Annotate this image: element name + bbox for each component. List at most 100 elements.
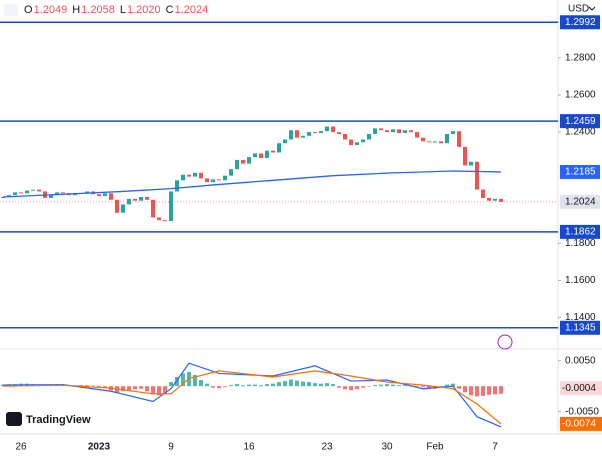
candle bbox=[199, 172, 203, 179]
histogram-bar bbox=[361, 386, 365, 388]
histogram-bar bbox=[139, 386, 143, 389]
candle bbox=[355, 142, 359, 146]
symbol-icon[interactable] bbox=[4, 4, 18, 16]
x-tick-label: 26 bbox=[15, 442, 27, 453]
level-label-bg bbox=[560, 224, 600, 239]
histogram-bar bbox=[451, 383, 455, 387]
histogram-bar bbox=[163, 386, 167, 394]
candle bbox=[175, 180, 179, 192]
candle bbox=[25, 190, 29, 194]
candle bbox=[205, 178, 209, 183]
candle bbox=[145, 197, 149, 200]
histogram-bar bbox=[499, 386, 503, 394]
x-tick-label: 30 bbox=[381, 442, 393, 453]
candle bbox=[469, 161, 473, 166]
macd-signal bbox=[2, 370, 502, 425]
candle bbox=[289, 130, 293, 140]
currency-arrow bbox=[588, 6, 596, 11]
candle bbox=[97, 194, 101, 197]
histogram-bar bbox=[469, 386, 473, 396]
candle bbox=[403, 130, 407, 134]
histogram-bar bbox=[307, 382, 311, 387]
y-tick-label: 1.1400 bbox=[565, 312, 596, 323]
x-tick-label: 16 bbox=[243, 442, 255, 453]
candle bbox=[307, 132, 311, 136]
histogram-bar bbox=[337, 386, 341, 388]
candle bbox=[445, 133, 449, 144]
candle bbox=[265, 150, 269, 159]
ohlc-value: 1.2049 bbox=[34, 4, 68, 16]
ohlc-key: L bbox=[120, 4, 126, 16]
candle bbox=[457, 131, 461, 147]
candle bbox=[361, 139, 365, 143]
histogram-bar bbox=[127, 386, 131, 391]
candle bbox=[139, 197, 143, 201]
candle bbox=[247, 157, 251, 164]
candle bbox=[319, 131, 323, 134]
candle bbox=[499, 198, 503, 202]
histogram-bar bbox=[97, 386, 101, 388]
y-tick-label: 0.0050 bbox=[565, 355, 596, 366]
histogram-bar bbox=[373, 385, 377, 387]
histogram-bar bbox=[253, 384, 257, 387]
histogram-bar bbox=[331, 384, 335, 387]
histogram-bar bbox=[103, 386, 107, 389]
candle bbox=[325, 126, 329, 132]
histogram-bar bbox=[193, 374, 197, 387]
candle bbox=[493, 198, 497, 201]
candle bbox=[271, 150, 275, 153]
histogram-bar bbox=[385, 384, 389, 387]
histogram-bar bbox=[1, 384, 5, 387]
histogram-bar bbox=[217, 386, 221, 389]
alert-icon[interactable] bbox=[497, 334, 513, 350]
histogram-bar bbox=[241, 385, 245, 387]
histogram-bar bbox=[481, 386, 485, 396]
candle bbox=[439, 141, 443, 144]
ohlc-key: C bbox=[166, 4, 174, 16]
histogram-bar bbox=[445, 384, 449, 387]
histogram-bar bbox=[475, 386, 479, 397]
candle bbox=[349, 139, 353, 146]
candle bbox=[253, 153, 257, 158]
ohlc-value: 1.2024 bbox=[175, 4, 209, 16]
histogram-bar bbox=[397, 385, 401, 387]
candle bbox=[157, 217, 161, 221]
level-label-bg bbox=[560, 320, 600, 335]
histogram-bar bbox=[355, 386, 359, 390]
candle bbox=[223, 175, 227, 181]
candle bbox=[277, 143, 281, 153]
level-label-bg bbox=[560, 114, 600, 129]
candle bbox=[103, 193, 107, 197]
histogram-bar bbox=[265, 384, 269, 387]
candle bbox=[451, 131, 455, 134]
candle bbox=[151, 199, 155, 218]
histogram-bar bbox=[367, 386, 371, 387]
histogram-bar bbox=[319, 383, 323, 387]
currency[interactable]: USD bbox=[568, 4, 589, 15]
histogram-bar bbox=[121, 386, 125, 392]
candle bbox=[415, 132, 419, 138]
candle bbox=[13, 192, 17, 196]
histogram-bar bbox=[403, 385, 407, 387]
macd-label: -0.0074 bbox=[562, 418, 596, 429]
candle bbox=[121, 204, 125, 213]
level-label: 1.1862 bbox=[565, 227, 596, 238]
candle bbox=[169, 191, 173, 222]
histogram-bar bbox=[343, 386, 347, 390]
last-price-label: 1.2024 bbox=[565, 196, 596, 207]
level-label: 1.1345 bbox=[565, 322, 596, 333]
y-tick-label: 1.2800 bbox=[565, 53, 596, 64]
ohlc-key: H bbox=[72, 4, 80, 16]
x-tick-label: 9 bbox=[168, 442, 174, 453]
histogram-bar bbox=[325, 383, 329, 387]
candle bbox=[55, 192, 59, 196]
candle bbox=[397, 129, 401, 134]
histogram-bar bbox=[205, 383, 209, 387]
y-tick-label: 1.1600 bbox=[565, 275, 596, 286]
histogram-bar bbox=[289, 379, 293, 387]
candle bbox=[379, 128, 383, 131]
candle bbox=[37, 189, 41, 192]
candle bbox=[163, 220, 167, 222]
histogram-bar bbox=[133, 386, 137, 390]
